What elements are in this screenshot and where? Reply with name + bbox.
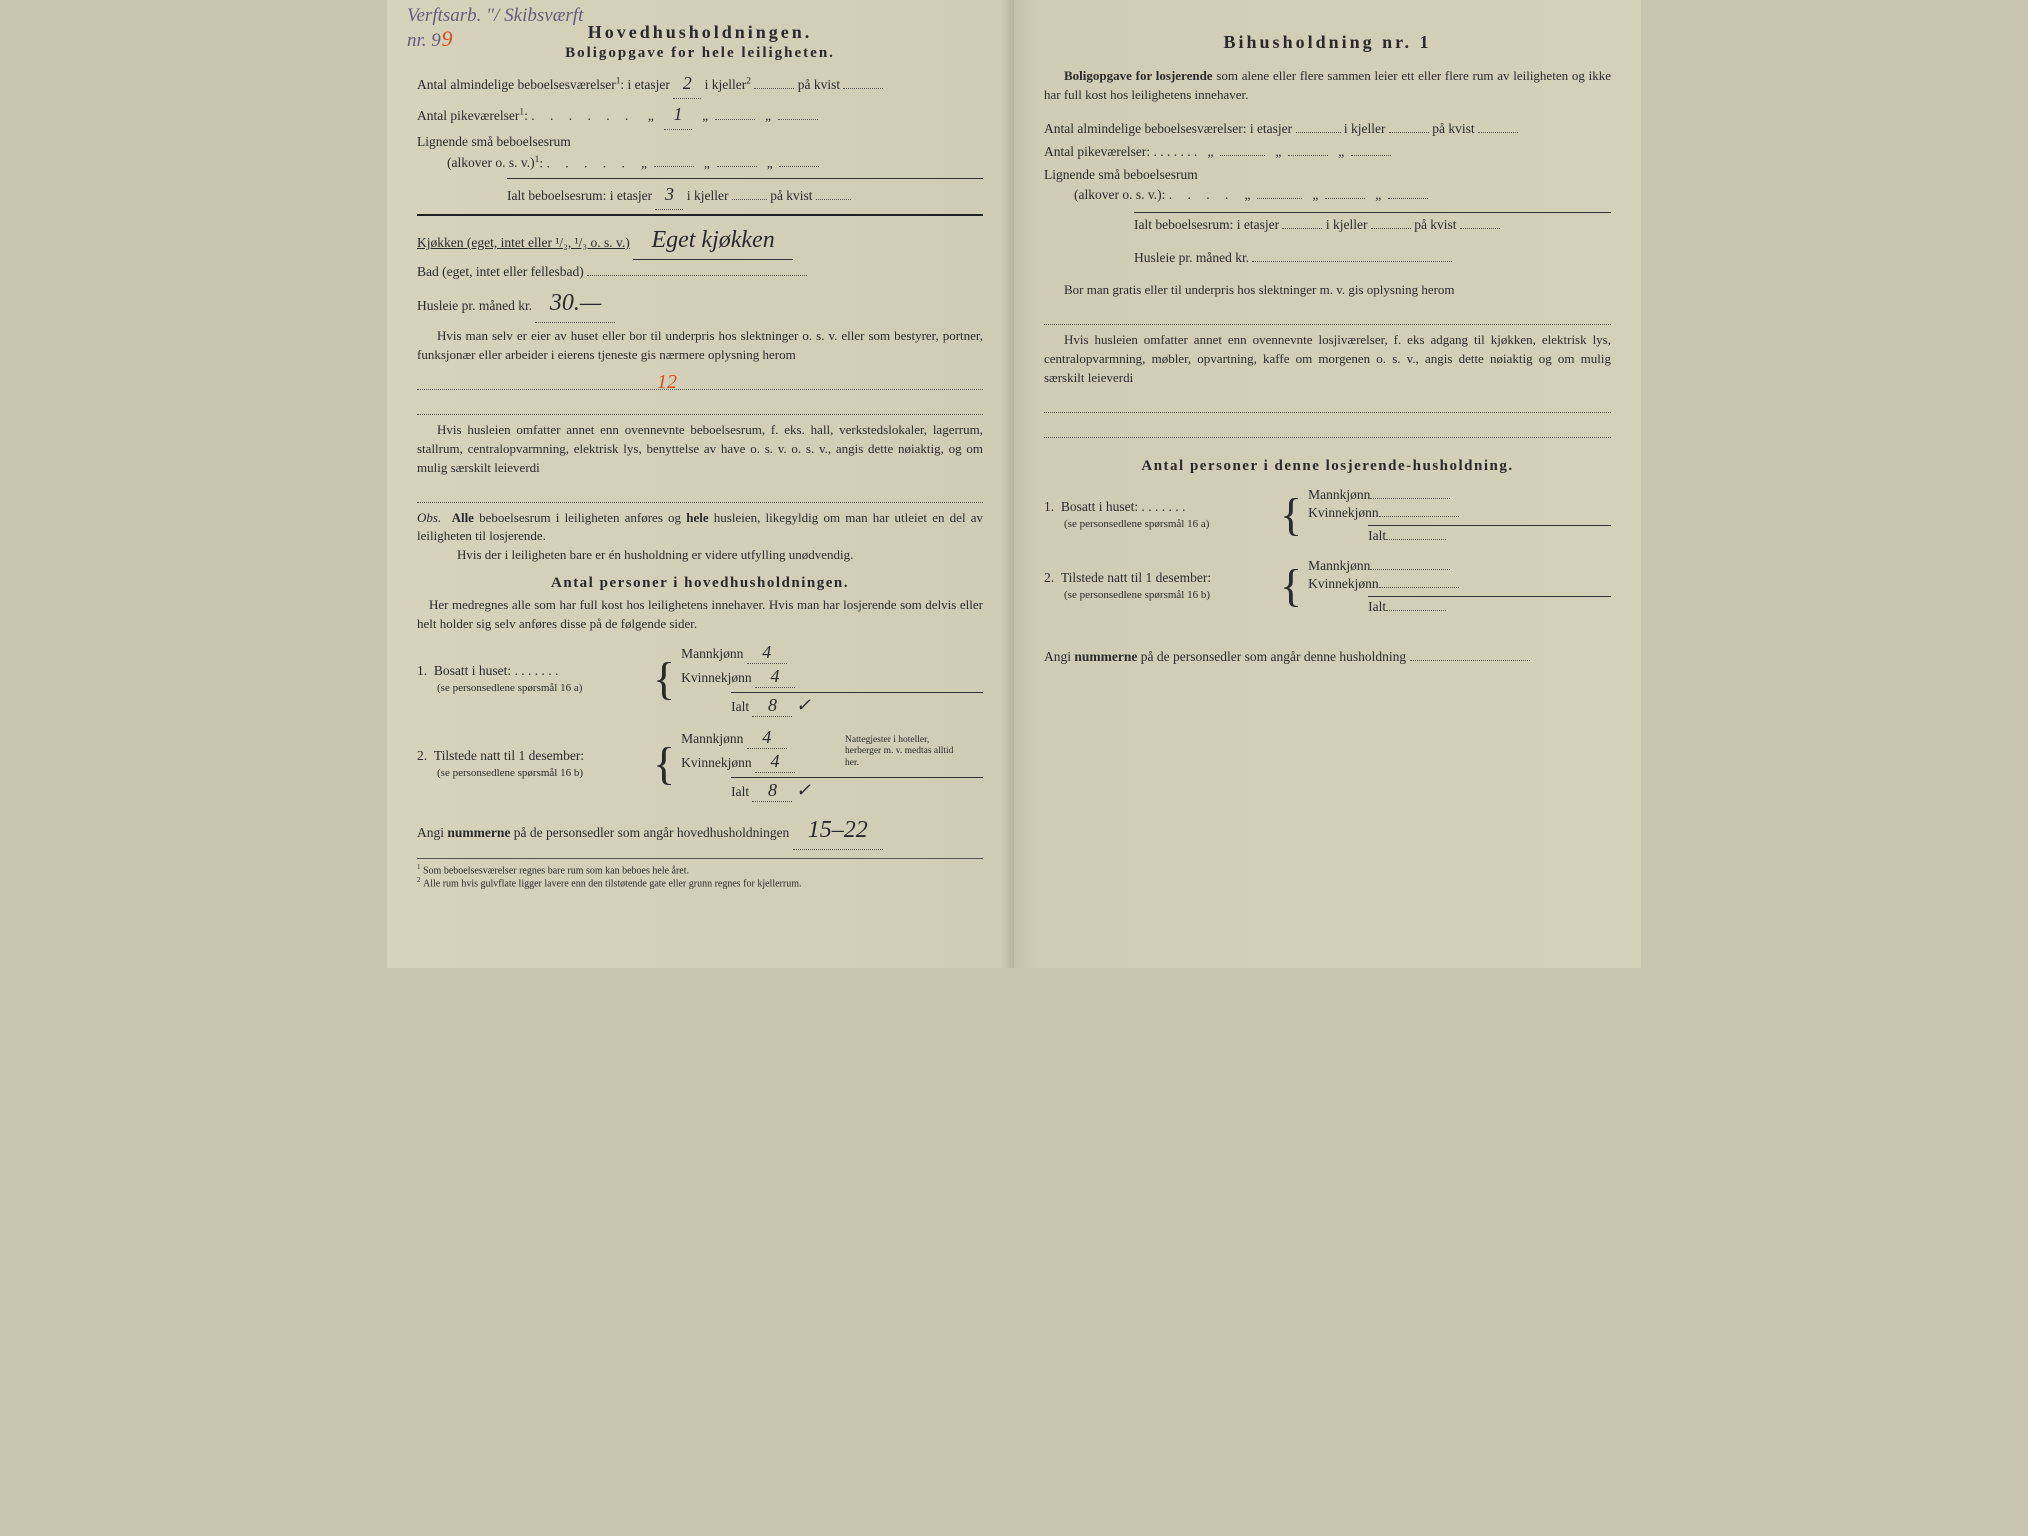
angi-row: Angi nummerne på de personsedler som ang… (417, 812, 983, 850)
para-eier: Hvis man selv er eier av huset eller bor… (417, 327, 983, 365)
r-q1: 1. Bosatt i huset: . . . . . . . (se per… (1044, 485, 1611, 546)
fill-husleie: 30.— (535, 285, 615, 323)
row-husleie: Husleie pr. måned kr. 30.— (417, 285, 983, 323)
hw-red-9: 9 (442, 26, 453, 51)
hw-line1: Verftsarb. "/ Skibsværft (407, 5, 583, 26)
brace-icon: { (1280, 497, 1302, 534)
r-husleie: Husleie pr. måned kr. (1134, 248, 1611, 269)
natte-note: Nattegjester i hoteller, herberger m. v.… (845, 735, 955, 769)
section2-title: Antal personer i hovedhusholdningen. (417, 575, 983, 592)
left-page: Verftsarb. "/ Skibsværft nr. 9 9 Hovedhu… (387, 0, 1014, 968)
row-lignende: Lignende små beboelsesrum (alkover o. s.… (417, 132, 983, 174)
fill-nummer: 15–22 (793, 812, 883, 850)
q1-row: 1. Bosatt i huset: . . . . . . . (se per… (417, 640, 983, 719)
r-angi: Angi nummerne på de personsedler som ang… (1044, 647, 1611, 668)
right-intro: Boligopgave for losjerende som alene ell… (1044, 67, 1611, 105)
handwriting-header: Verftsarb. "/ Skibsværft nr. 9 9 (407, 6, 583, 52)
r-para2: Hvis husleien omfatter annet enn ovennev… (1044, 331, 1611, 388)
section2-intro: Her medregnes alle som har full kost hos… (417, 596, 983, 634)
brace-icon: { (1280, 568, 1302, 605)
document-spread: Verftsarb. "/ Skibsværft nr. 9 9 Hovedhu… (387, 0, 1641, 968)
r-row2: Antal pikeværelser: . . . . . . . „ „ „ (1044, 142, 1611, 163)
r-section2-title: Antal personer i denne losjerende-hushol… (1044, 458, 1611, 475)
r-para1: Bor man gratis eller til underpris hos s… (1044, 281, 1611, 300)
hw-line2: nr. 9 (407, 30, 441, 51)
obs-block: Obs. Alle beboelsesrum i leiligheten anf… (417, 509, 983, 566)
brace-icon: { (653, 746, 675, 783)
row-bad: Bad (eget, intet eller fellesbad) (417, 262, 983, 283)
row-vaerelser: Antal almindelige beboelsesværelser1: i … (417, 70, 983, 99)
q2-row: 2. Tilstede natt til 1 desember: (se per… (417, 725, 983, 804)
r-ialt: Ialt beboelsesrum: i etasjer i kjeller p… (1134, 212, 1611, 236)
right-page: Bihusholdning nr. 1 Boligopgave for losj… (1014, 0, 1641, 968)
hw-red-12: 12 (657, 371, 677, 393)
brace-icon: { (653, 661, 675, 698)
footnotes: 1 Som beboelsesværelser regnes bare rum … (417, 858, 983, 890)
row-ialt: Ialt beboelsesrum: i etasjer 3 i kjeller… (507, 178, 983, 210)
fill-etasjer: 2 (673, 70, 701, 99)
r-q2: 2. Tilstede natt til 1 desember: (se per… (1044, 556, 1611, 617)
fill-kjokken: Eget kjøkken (633, 222, 793, 260)
para-husleie: Hvis husleien omfatter annet enn ovennev… (417, 421, 983, 478)
r-row3: Lignende små beboelsesrum (alkover o. s.… (1044, 165, 1611, 207)
r-row1: Antal almindelige beboelsesværelser: i e… (1044, 119, 1611, 140)
right-title: Bihusholdning nr. 1 (1044, 32, 1611, 53)
row-pike: Antal pikeværelser1: . . . . . . „ 1 „ „ (417, 101, 983, 130)
fill-ialt-et: 3 (655, 181, 683, 210)
fill-pike: 1 (664, 101, 692, 130)
row-kjokken: Kjøkken (eget, intet eller ¹/₂, ¹/₃ o. s… (417, 222, 983, 260)
